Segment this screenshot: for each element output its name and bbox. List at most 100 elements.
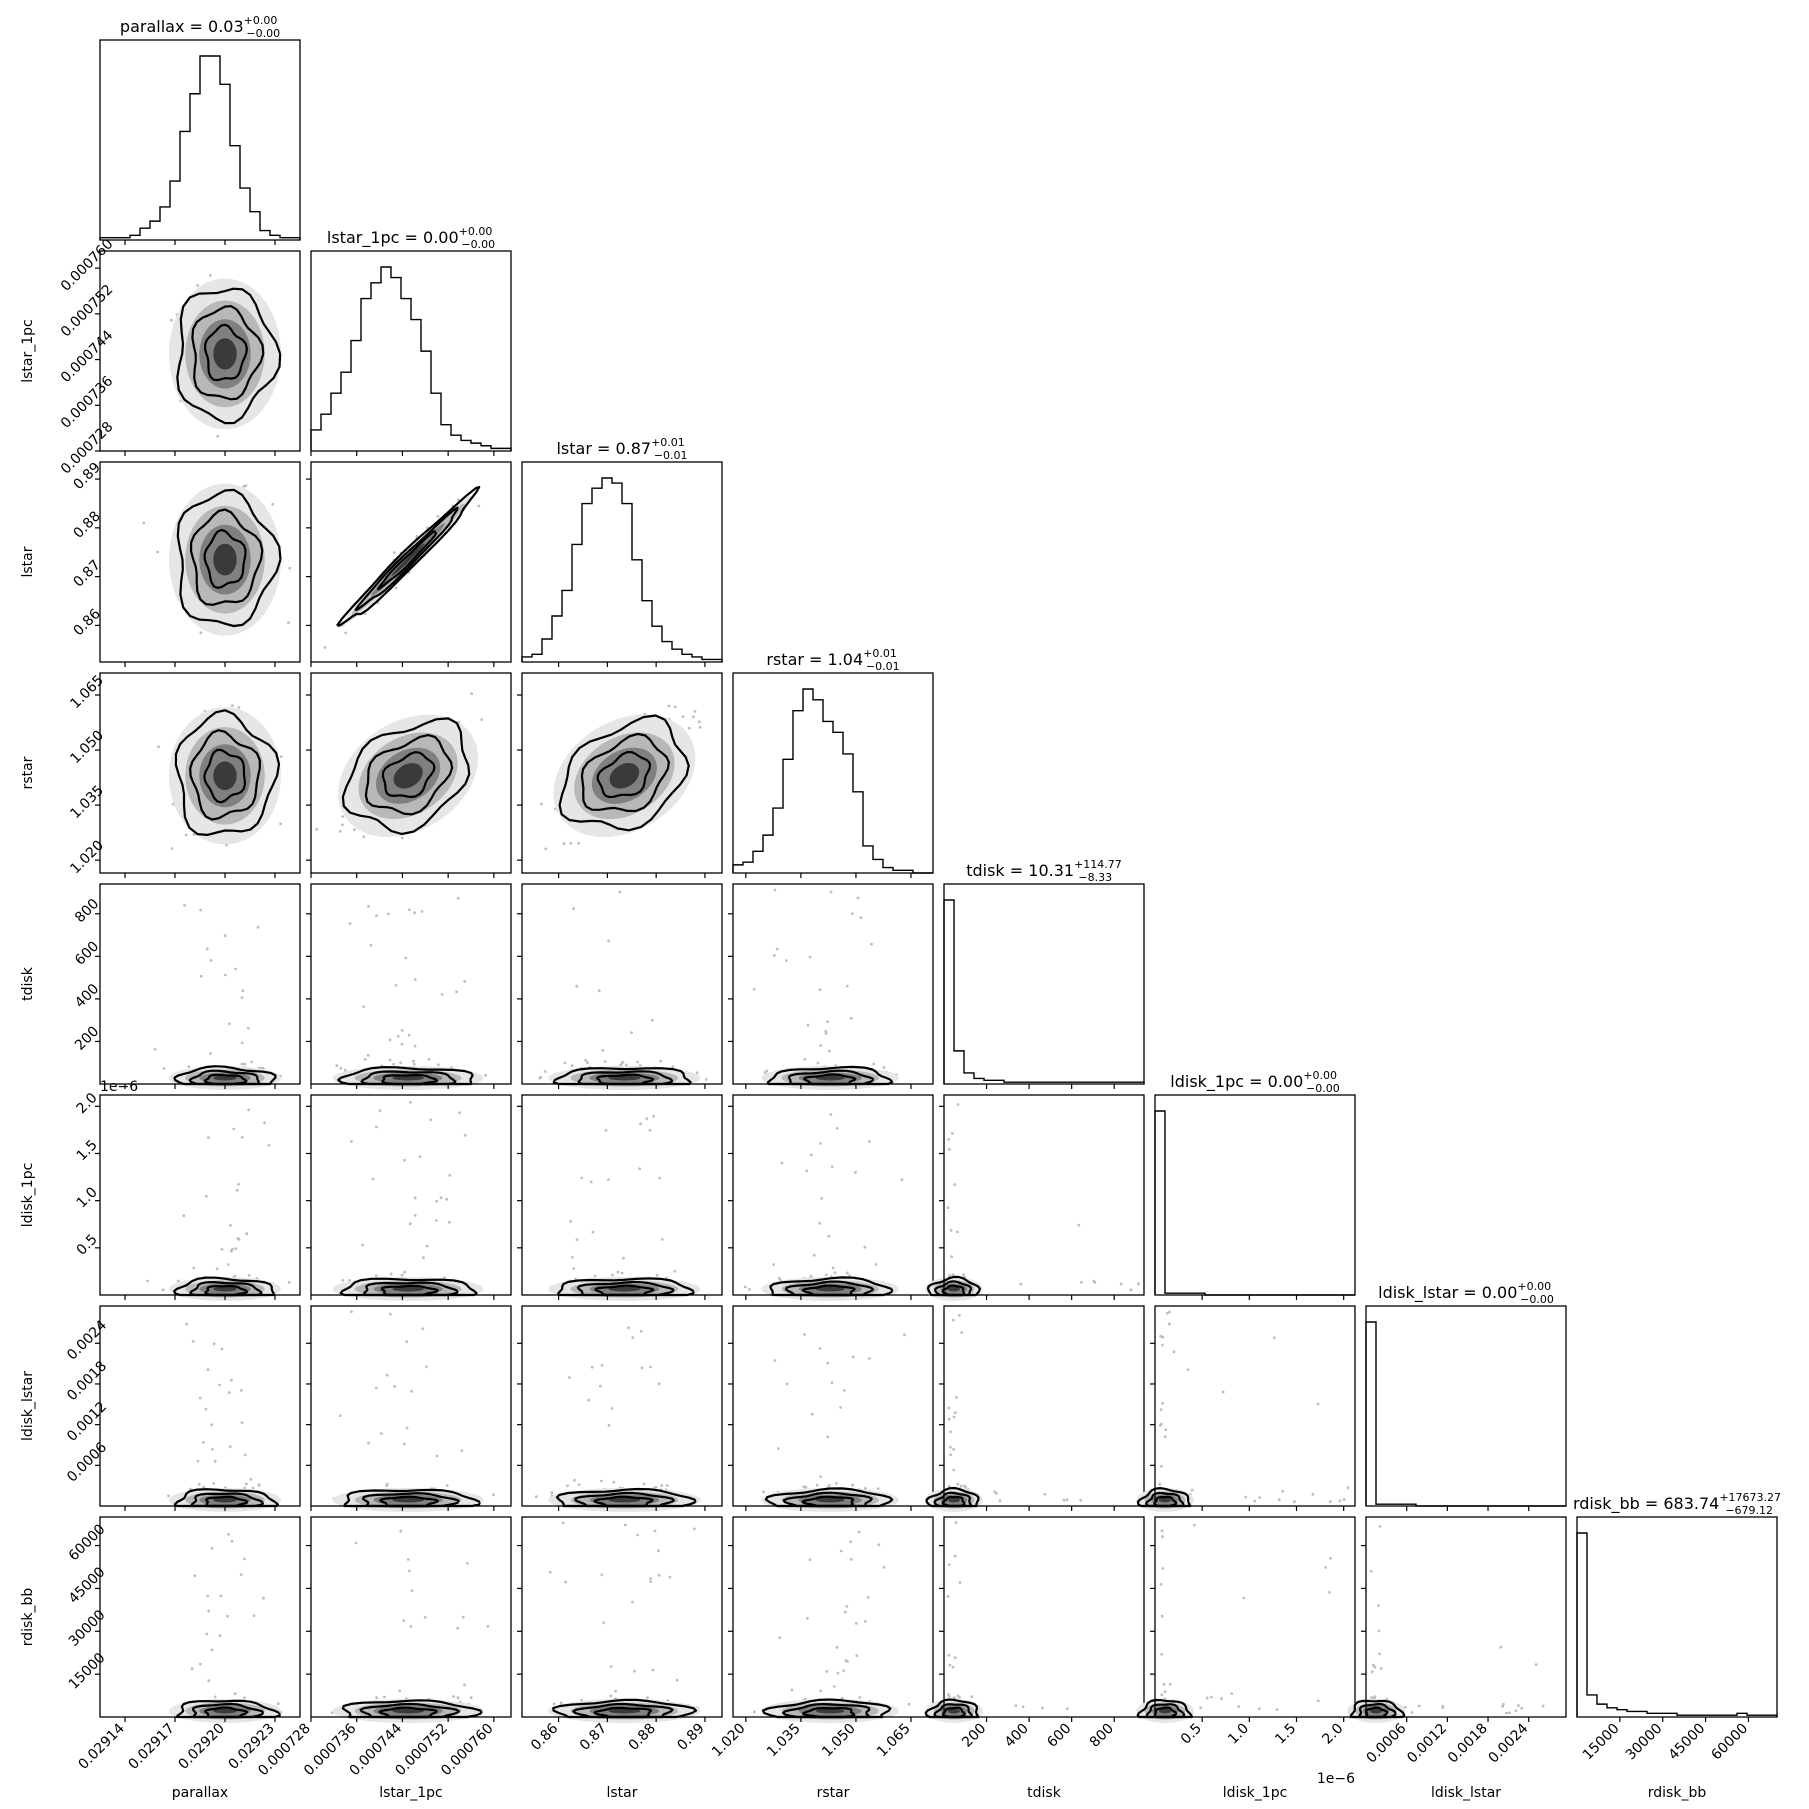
sample-point [952,1318,955,1322]
sample-point [704,1078,708,1081]
sample-point [636,1060,639,1064]
y-tick-label: 1.050 [67,727,107,767]
panel-lstar_1pc-vs-parallax: 0.0007280.0007360.0007440.0007520.000760… [20,236,301,477]
sample-point [1161,1335,1165,1339]
sample-point [1159,1582,1163,1586]
title-sup: +0.00 [1303,1069,1337,1082]
sample-point [262,1596,265,1600]
sample-point [1164,1428,1168,1432]
sample-point [191,1339,195,1343]
sample-point [657,1382,661,1386]
sample-point [208,273,212,277]
sample-point [142,521,146,525]
panel-lstar_1pc-vs-lstar_1pc: lstar_1pc = 0.00+0.00 −0.00 [310,225,512,456]
sample-point [831,1266,835,1270]
density-level-4 [213,761,237,791]
panel-rdisk_bb-vs-rstar: 1.020 1.035 1.050 1.065 rstar [709,1516,934,1801]
sample-point [956,1482,960,1486]
sample-point [199,974,203,978]
histogram-lstar_1pc [310,266,512,451]
sample-point [633,1669,636,1673]
panel-frame [1576,1516,1778,1718]
sample-point [571,1255,574,1259]
panel-frame [99,1516,301,1718]
sample-point [900,1178,904,1181]
sample-point [1370,1696,1374,1699]
sample-point [1324,1566,1328,1569]
sample-point [695,1071,699,1075]
sample-point [343,1068,347,1072]
sample-point [1160,1614,1164,1618]
sample-point [197,1482,201,1486]
sample-point [653,1529,657,1533]
sample-point [205,1194,208,1198]
sample-point [839,1549,843,1553]
sample-point [226,1263,230,1266]
sample-point [825,1670,829,1673]
title-sup: +0.00 [244,14,278,27]
sample-point [211,1448,214,1451]
histogram-rstar [732,688,933,874]
sample-point [953,1554,957,1558]
density-level-4 [213,338,237,370]
sample-point [440,993,444,996]
sample-point [538,1076,541,1080]
y-tick-label: 0.5 [74,1231,101,1258]
sample-point [218,1383,221,1387]
sample-point [803,1058,807,1061]
sample-point [665,1484,669,1487]
sample-point [204,1407,208,1411]
sample-point [550,1491,554,1495]
sample-point [819,1689,823,1693]
sample-point [568,1376,571,1379]
sample-point [651,1668,655,1672]
panel-frame [1154,1094,1356,1296]
sample-point [388,1038,392,1042]
x-tick-label: 0.0012 [1404,1721,1450,1767]
sample-point [668,1575,672,1579]
sample-point [960,1331,964,1335]
title-main: tdisk = 10.31 [966,861,1074,880]
sample-point [851,1355,855,1359]
sample-point [233,1692,237,1696]
sample-point [947,1417,951,1421]
sample-point [348,922,352,925]
title-main: parallax = 0.03 [120,17,244,36]
title-sub: −0.00 [246,27,280,40]
contour-line [364,734,454,816]
sample-point [946,1206,950,1209]
sample-point [1316,1402,1320,1406]
sample-point [1277,1498,1281,1502]
title-main: rstar = 1.04 [766,650,863,669]
sample-point [1514,1709,1518,1712]
y-axis-label-ldisk_lstar: ldisk_lstar [20,1371,36,1441]
sample-point [1370,1670,1374,1674]
sample-point [403,1158,406,1162]
sample-point [1199,1706,1202,1710]
sample-point [657,1573,661,1577]
panel-frame [310,883,512,1085]
sample-point [1517,1704,1520,1707]
sample-point [601,1048,605,1052]
sample-point [636,1533,639,1537]
sample-point [288,566,292,570]
sample-point [1403,1705,1407,1709]
histogram-tdisk [943,899,1145,1084]
sample-point [239,1573,243,1576]
sample-point [363,1058,367,1061]
sample-point [240,1062,244,1066]
sample-point [1158,1424,1162,1427]
sample-point [872,1062,876,1066]
y-tick-label: 0.0018 [64,1358,110,1404]
sample-point [820,1197,823,1200]
sample-point [245,1232,249,1236]
sample-point [205,947,209,951]
panel-frame [99,461,301,663]
sample-point [775,947,779,951]
x-tick-label: 1.020 [709,1721,749,1761]
sample-point [805,1169,809,1173]
sample-point [948,1663,952,1667]
sample-point [394,586,398,590]
x-offset-label: 1e−6 [1317,1771,1355,1787]
